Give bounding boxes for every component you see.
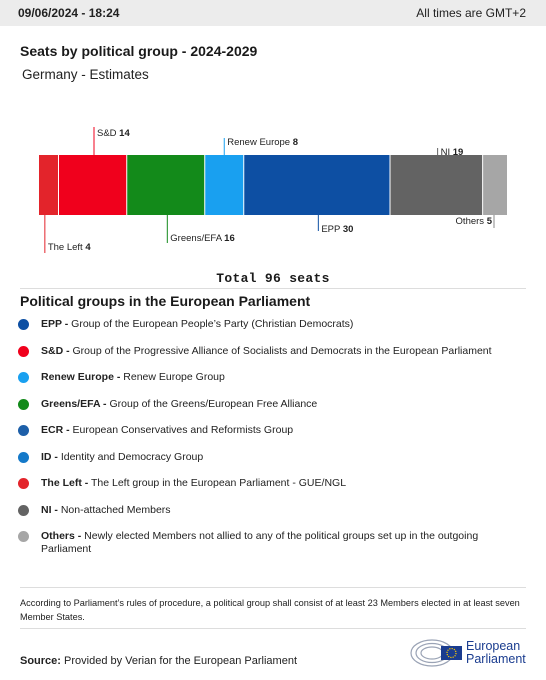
legend-text: NI - Non-attached Members [41, 504, 171, 517]
seats-chart: The Left 4 S&D 14 Greens/EFA 16 Renew Europ… [39, 127, 507, 253]
legend-text: S&D - Group of the Progressive Alliance … [41, 345, 492, 358]
legend-title: Political groups in the European Parliam… [20, 293, 311, 309]
legend-text: Renew Europe - Renew Europe Group [41, 371, 225, 384]
bar-segment [58, 155, 127, 215]
data-label: EPP 30 [321, 224, 353, 235]
legend-item: Greens/EFA - Group of the Greens/Europea… [18, 398, 528, 411]
data-label: Renew Europe 8 [227, 137, 298, 148]
legend-swatch [18, 425, 29, 436]
data-label: Greens/EFA 16 [170, 233, 234, 244]
legend-abbr: S&D - [41, 344, 70, 357]
legend-item: NI - Non-attached Members [18, 504, 528, 517]
legend-abbr: NI - [41, 503, 58, 516]
parliament-emblem-icon [410, 639, 462, 667]
legend-item: EPP - Group of the European People’s Par… [18, 318, 528, 331]
source-line: Source: Provided by Verian for the Europ… [20, 655, 297, 667]
chart-title: Seats by political group - 2024-2029 [20, 43, 258, 59]
total-seats: Total 96 seats [216, 271, 330, 286]
legend-description: European Conservatives and Reformists Gr… [69, 424, 294, 436]
legend-text: Greens/EFA - Group of the Greens/Europea… [41, 398, 317, 411]
legend-abbr: Greens/EFA - [41, 397, 107, 410]
timezone-note: All times are GMT+2 [416, 6, 526, 20]
legend-item: Renew Europe - Renew Europe Group [18, 371, 528, 384]
legend-description: Identity and Democracy Group [57, 450, 204, 463]
legend-text: Others - Newly elected Members not allie… [41, 530, 528, 556]
legend-description: Newly elected Members not allied to any … [41, 530, 479, 555]
legend-abbr: EPP - [41, 318, 69, 330]
chart-subtitle: Germany - Estimates [22, 67, 149, 82]
source-text: Provided by Verian for the European Parl… [64, 655, 298, 667]
divider [20, 628, 526, 629]
legend-item: ECR - European Conservatives and Reformi… [18, 424, 528, 437]
legend-list: EPP - Group of the European People’s Par… [18, 318, 528, 556]
top-bar: 09/06/2024 - 18:24 All times are GMT+2 [0, 0, 546, 26]
timestamp: 09/06/2024 - 18:24 [18, 6, 120, 20]
legend-abbr: The Left - [41, 477, 89, 489]
legend-text: The Left - The Left group in the Europea… [41, 477, 346, 490]
legend-item: S&D - Group of the Progressive Alliance … [18, 345, 528, 358]
bar-segment [204, 155, 244, 215]
data-label: NI 19 [441, 147, 464, 158]
legend-abbr: Others - [41, 530, 82, 542]
legend-description: The Left group in the European Parliamen… [88, 477, 347, 489]
legend-item: Others - Newly elected Members not allie… [18, 530, 528, 556]
legend-abbr: Renew Europe - [41, 371, 121, 383]
logo-wordmark: European Parliament [466, 640, 526, 666]
bar-segment [390, 155, 483, 215]
legend-description: Non-attached Members [57, 503, 171, 516]
legend-text: ID - Identity and Democracy Group [41, 451, 203, 464]
legend-description: Renew Europe Group [120, 371, 225, 383]
legend-description: Group of the European People’s Party (Ch… [68, 318, 354, 330]
legend-swatch [18, 319, 29, 330]
bar-segment [482, 155, 507, 215]
legend-description: Group of the Progressive Alliance of Soc… [69, 344, 492, 357]
data-label: Others 5 [456, 216, 493, 227]
bar-segment [243, 155, 390, 215]
logo-line-1: European [466, 639, 521, 653]
source-label: Source: [20, 655, 61, 667]
bar-segment [39, 155, 59, 215]
legend-swatch [18, 372, 29, 383]
logo-line-2: Parliament [466, 652, 526, 666]
legend-swatch [18, 478, 29, 489]
legend-swatch [18, 451, 29, 463]
legend-text: ECR - European Conservatives and Reformi… [41, 424, 293, 437]
legend-item: ID - Identity and Democracy Group [18, 451, 528, 464]
legend-swatch [18, 531, 29, 542]
legend-swatch [18, 504, 29, 516]
footnote: According to Parliament’s rules of proce… [20, 598, 520, 622]
european-parliament-logo: European Parliament [410, 636, 530, 670]
legend-text: EPP - Group of the European People’s Par… [41, 318, 353, 331]
legend-description: Group of the Greens/European Free Allian… [106, 397, 318, 410]
data-label: The Left 4 [48, 242, 92, 253]
divider [20, 587, 526, 588]
legend-swatch [18, 398, 29, 410]
legend-swatch [18, 345, 29, 357]
legend-item: The Left - The Left group in the Europea… [18, 477, 528, 490]
bar-segment [126, 155, 205, 215]
legend-abbr: ECR - [41, 424, 70, 436]
divider [20, 288, 526, 289]
legend-abbr: ID - [41, 450, 58, 463]
data-label: S&D 14 [97, 128, 130, 139]
